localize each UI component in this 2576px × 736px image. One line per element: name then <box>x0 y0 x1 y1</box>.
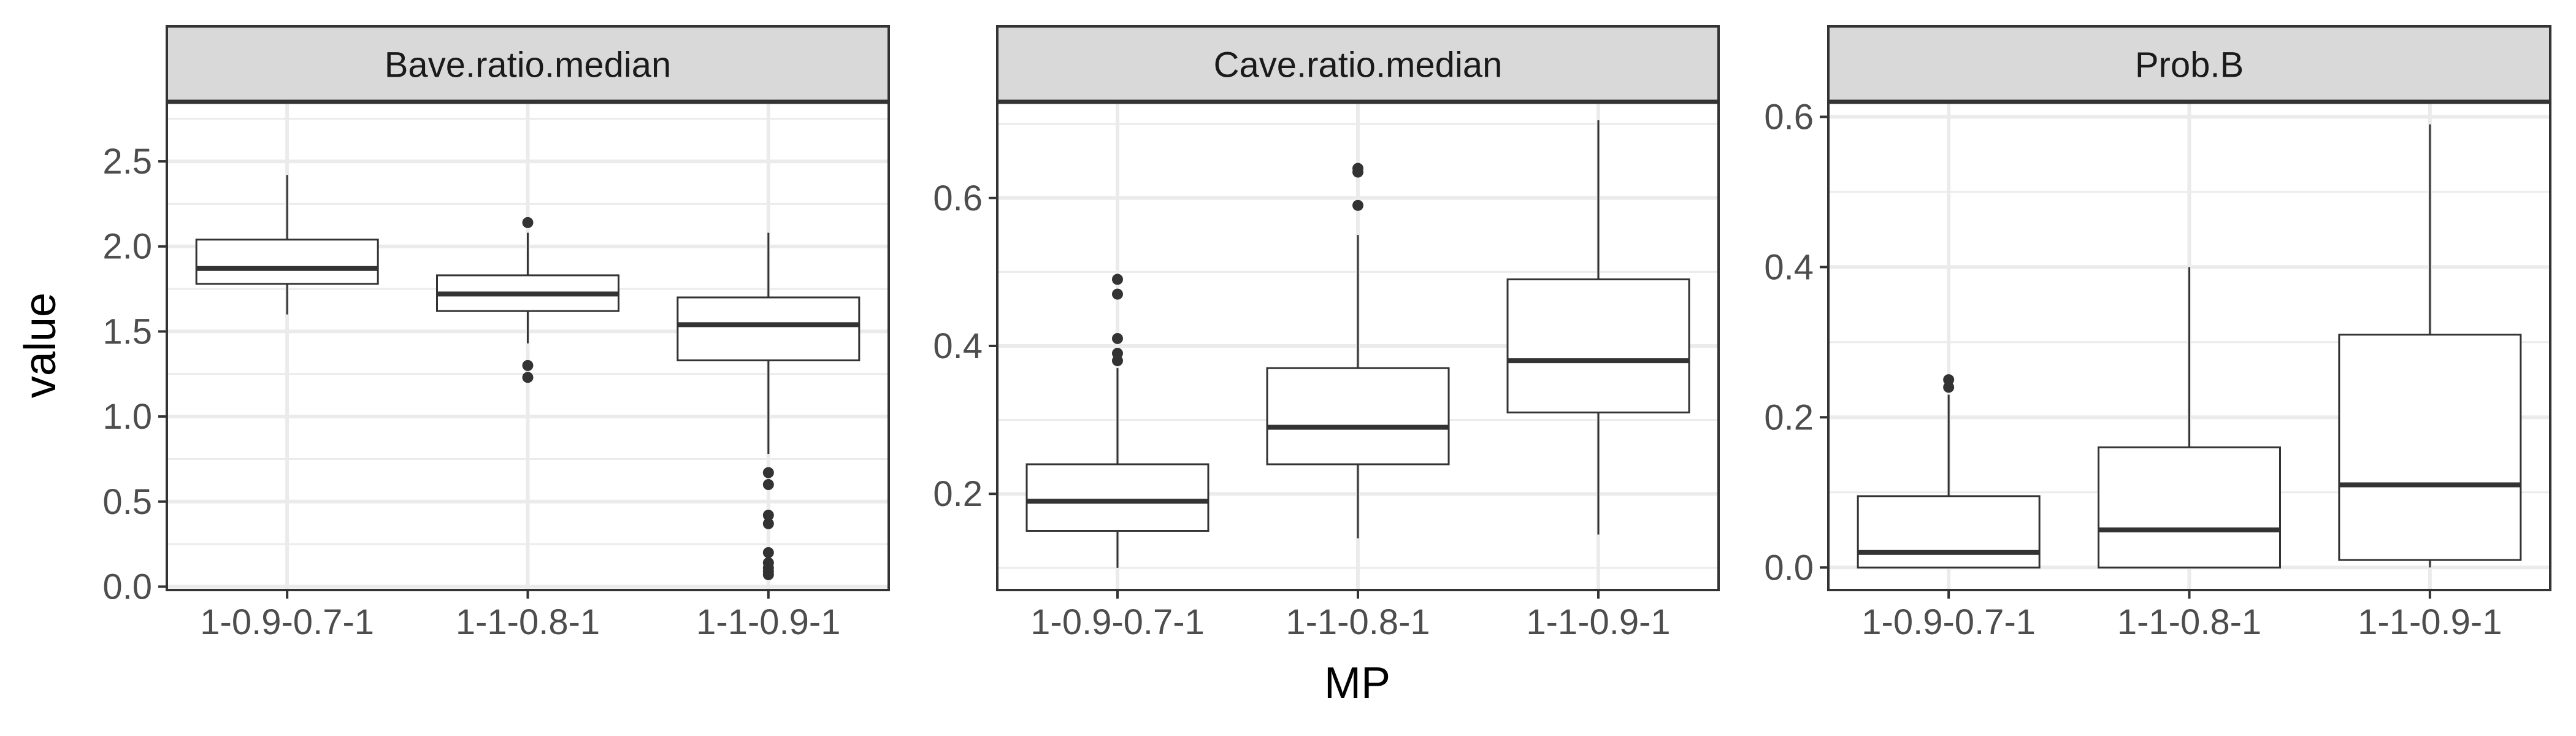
x-tick-label: 1-1-0.8-1 <box>456 602 600 642</box>
x-tick-label: 1-1-0.8-1 <box>2117 602 2261 642</box>
outlier-point <box>522 217 534 228</box>
outlier-point <box>762 518 774 529</box>
iqr-box <box>1506 278 1690 414</box>
x-tick-label: 1-0.9-0.7-1 <box>200 602 374 642</box>
outlier-point <box>1112 332 1123 344</box>
outlier-point <box>522 359 534 371</box>
y-tick-label: 2.5 <box>102 142 152 182</box>
outlier-point <box>1112 288 1123 300</box>
outlier-point <box>1352 199 1363 211</box>
outlier-point <box>1112 355 1123 367</box>
outlier-point <box>522 372 534 383</box>
iqr-box <box>2338 334 2522 561</box>
y-axis-title: value <box>16 293 65 398</box>
y-tick-label: 0.6 <box>933 178 983 218</box>
outlier-point <box>762 546 774 558</box>
y-tick-label: 0.4 <box>933 326 983 366</box>
iqr-box <box>2098 446 2281 569</box>
y-tick-label: 0.6 <box>1764 97 1814 137</box>
outlier-point <box>762 479 774 491</box>
outlier-point <box>1943 381 1955 393</box>
outlier-point <box>762 569 774 581</box>
outlier-point <box>762 467 774 478</box>
iqr-box <box>1025 463 1209 532</box>
x-tick-label: 1-1-0.9-1 <box>2358 602 2502 642</box>
facet-strip-label: Bave.ratio.median <box>385 45 671 85</box>
x-tick-label: 1-1-0.9-1 <box>696 602 840 642</box>
facet-strip <box>996 25 1720 103</box>
y-tick-label: 0.2 <box>1764 397 1814 437</box>
iqr-box <box>195 239 379 285</box>
y-tick-label: 0.4 <box>1764 247 1814 287</box>
facet-strip-label: Cave.ratio.median <box>1214 45 1503 85</box>
facet-strip-label: Prob.B <box>2135 45 2244 85</box>
x-axis-title: MP <box>1324 659 1390 708</box>
x-tick-label: 1-0.9-0.7-1 <box>1861 602 2036 642</box>
y-tick-label: 0.5 <box>102 482 152 522</box>
outlier-point <box>1112 274 1123 285</box>
y-tick-label: 1.5 <box>102 312 152 351</box>
facet-strip <box>166 25 890 103</box>
iqr-box <box>1266 367 1450 466</box>
y-tick-label: 2.0 <box>102 227 152 267</box>
y-tick-label: 1.0 <box>102 397 152 437</box>
outlier-point <box>762 509 774 521</box>
y-tick-label: 0.0 <box>102 567 152 607</box>
y-tick-label: 0.2 <box>933 474 983 514</box>
iqr-box <box>677 296 861 362</box>
x-tick-label: 1-1-0.9-1 <box>1526 602 1670 642</box>
facet-strip <box>1827 25 2551 103</box>
y-tick-label: 0.0 <box>1764 548 1814 588</box>
iqr-box <box>1857 495 2041 569</box>
x-tick-label: 1-0.9-0.7-1 <box>1030 602 1205 642</box>
outlier-point <box>1352 166 1363 178</box>
x-tick-label: 1-1-0.8-1 <box>1286 602 1430 642</box>
